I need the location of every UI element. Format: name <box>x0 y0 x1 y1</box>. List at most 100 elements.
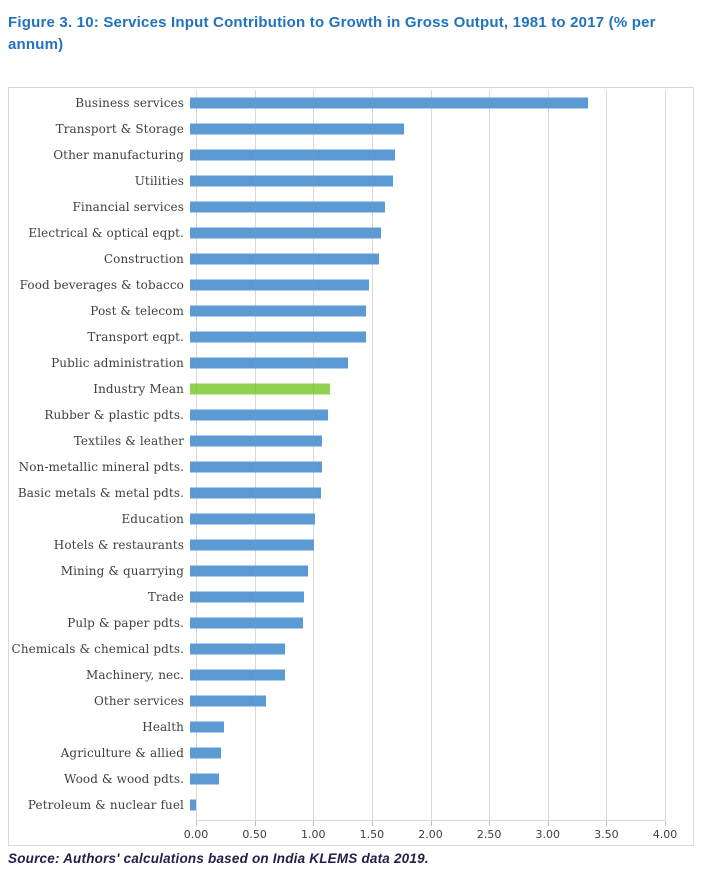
bar-row: Post & telecom <box>9 298 665 324</box>
category-label: Business services <box>75 96 184 110</box>
bar <box>190 253 379 265</box>
bar <box>190 435 322 447</box>
bar <box>190 565 308 577</box>
bar <box>190 409 328 421</box>
bar-row: Transport eqpt. <box>9 324 665 350</box>
category-label: Electrical & optical eqpt. <box>28 226 184 240</box>
bar-row: Education <box>9 506 665 532</box>
bar <box>190 539 314 551</box>
category-label: Non-metallic mineral pdts. <box>18 460 184 474</box>
bar-row: Pulp & paper pdts. <box>9 610 665 636</box>
category-label: Financial services <box>72 200 184 214</box>
category-label: Hotels & restaurants <box>53 538 184 552</box>
gridline <box>665 90 666 820</box>
bar-row: Mining & quarrying <box>9 558 665 584</box>
tick-label: 0.00 <box>183 828 209 841</box>
bar <box>190 695 266 707</box>
bar-track <box>190 584 665 610</box>
bar-track <box>190 194 665 220</box>
bar <box>190 799 196 811</box>
tick-mark <box>489 821 491 826</box>
bar-row: Construction <box>9 246 665 272</box>
category-label: Textiles & leather <box>73 434 184 448</box>
bar-track <box>190 142 665 168</box>
category-label: Machinery, nec. <box>86 668 184 682</box>
bar <box>190 747 221 759</box>
bar <box>190 669 285 681</box>
bar-row: Rubber & plastic pdts. <box>9 402 665 428</box>
tick-label: 3.00 <box>535 828 561 841</box>
category-label: Basic metals & metal pdts. <box>17 486 184 500</box>
tick-mark <box>254 821 256 826</box>
figure-title: Figure 3. 10: Services Input Contributio… <box>8 14 656 53</box>
bar <box>190 305 366 317</box>
bar-track <box>190 428 665 454</box>
bar-row: Basic metals & metal pdts. <box>9 480 665 506</box>
bar-track <box>190 168 665 194</box>
source-note: Source: Authors' calculations based on I… <box>8 851 429 866</box>
bar-row: Petroleum & nuclear fuel <box>9 792 665 818</box>
bar-track <box>190 532 665 558</box>
bar-track <box>190 610 665 636</box>
tick-mark <box>430 821 432 826</box>
tick-mark <box>196 821 197 826</box>
bar-track <box>190 272 665 298</box>
bar-track <box>190 298 665 324</box>
category-label: Pulp & paper pdts. <box>67 616 184 630</box>
tick-mark <box>606 821 608 826</box>
bar-chart: Business services Transport & Storage Othe… <box>8 87 694 846</box>
bar-track <box>190 792 665 818</box>
bar-row: Other manufacturing <box>9 142 665 168</box>
category-label: Agriculture & allied <box>60 746 184 760</box>
category-label: Mining & quarrying <box>60 564 184 578</box>
bar <box>190 461 322 473</box>
category-label: Trade <box>147 590 184 604</box>
tick-mark <box>547 821 549 826</box>
bar-row: Other services <box>9 688 665 714</box>
bar-track <box>190 714 665 740</box>
category-label: Construction <box>103 252 184 266</box>
bar <box>190 643 285 655</box>
category-label: Utilities <box>134 174 184 188</box>
bar <box>190 227 382 239</box>
category-label: Health <box>142 720 184 734</box>
tick-label: 2.00 <box>418 828 443 841</box>
bar <box>190 487 321 499</box>
bar <box>190 123 404 135</box>
category-label: Chemicals & chemical pdts. <box>11 642 184 656</box>
tick-mark <box>665 821 666 826</box>
bar <box>190 201 385 213</box>
tick-label: 1.50 <box>359 828 385 841</box>
bar-track <box>190 636 665 662</box>
bar-row: Non-metallic mineral pdts. <box>9 454 665 480</box>
category-label: Transport eqpt. <box>87 330 184 344</box>
bar <box>190 331 366 343</box>
bar-track <box>190 116 665 142</box>
bar-row: Trade <box>9 584 665 610</box>
bar-row: Public administration <box>9 350 665 376</box>
bar-track <box>190 376 665 402</box>
tick-label: 2.50 <box>476 828 502 841</box>
tick-label: 0.50 <box>242 828 267 841</box>
bar <box>190 591 304 603</box>
bar-track <box>190 324 665 350</box>
bar <box>190 773 219 785</box>
category-label: Other manufacturing <box>53 148 184 162</box>
bar-track <box>190 220 665 246</box>
tick-label: 4.00 <box>652 828 678 841</box>
bar <box>190 513 315 525</box>
bar-track <box>190 740 665 766</box>
axis-tick-marks <box>196 821 666 826</box>
bar-row: Wood & wood pdts. <box>9 766 665 792</box>
category-label: Post & telecom <box>90 304 184 318</box>
bar-row: Hotels & restaurants <box>9 532 665 558</box>
tick-label: 3.50 <box>594 828 619 841</box>
bar-track <box>190 246 665 272</box>
bar-row: Electrical & optical eqpt. <box>9 220 665 246</box>
bar <box>190 97 588 109</box>
bar-row: Industry Mean <box>9 376 665 402</box>
category-label: Other services <box>93 694 184 708</box>
category-label: Transport & Storage <box>55 122 184 136</box>
bar-track <box>190 506 665 532</box>
